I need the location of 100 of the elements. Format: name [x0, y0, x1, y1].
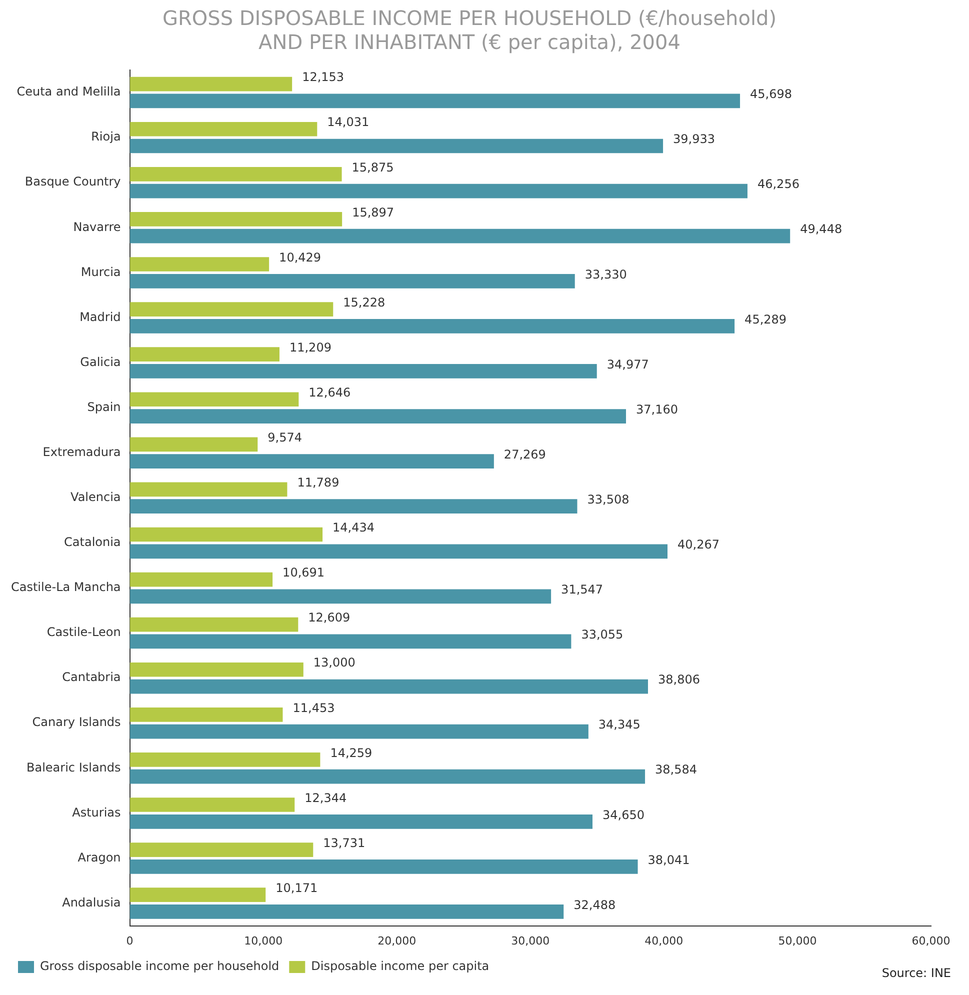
bar — [130, 454, 494, 468]
data-label: 38,806 — [658, 672, 700, 687]
bar — [130, 679, 648, 694]
y-tick-label: Navarre — [73, 220, 121, 234]
bar — [130, 409, 626, 424]
bar — [130, 904, 564, 919]
y-tick-label: Spain — [87, 400, 121, 414]
data-label: 14,434 — [332, 520, 375, 535]
data-label: 14,031 — [327, 115, 370, 130]
data-label: 33,508 — [587, 492, 630, 506]
bar — [130, 302, 334, 316]
y-tick-label: Valencia — [70, 490, 121, 504]
data-label: 34,650 — [602, 808, 644, 822]
bar — [130, 364, 597, 378]
y-tick-label: Madrid — [80, 310, 121, 324]
y-tick-label: Murcia — [80, 264, 121, 279]
data-label: 38,041 — [648, 852, 690, 867]
bar — [130, 437, 258, 452]
data-label: 12,646 — [308, 385, 351, 400]
bar — [130, 662, 304, 677]
data-label: 12,344 — [304, 790, 347, 805]
bar — [130, 138, 664, 154]
bar — [130, 798, 295, 812]
y-tick-label: Catalonia — [64, 535, 121, 550]
bar — [130, 707, 283, 722]
bar — [130, 482, 288, 497]
bar — [130, 724, 588, 739]
data-label: 45,289 — [744, 312, 787, 326]
bar — [130, 860, 638, 874]
bar — [130, 814, 592, 829]
data-label: 14,259 — [330, 746, 372, 760]
bar — [130, 392, 299, 407]
y-tick-label: Canary Islands — [32, 715, 121, 730]
x-tick-label: 30,000 — [511, 934, 550, 948]
data-label: 34,977 — [606, 357, 649, 372]
data-label: 10,429 — [279, 250, 322, 264]
data-label: 49,448 — [800, 222, 842, 236]
data-label: 10,691 — [282, 566, 325, 580]
x-tick-label: 60,000 — [912, 934, 950, 948]
text: AND PER INHABITANT (€ per capita), 2004 — [258, 30, 680, 54]
bar — [130, 122, 318, 136]
data-label: 13,731 — [323, 836, 366, 850]
data-label: 40,267 — [677, 538, 720, 552]
bar — [130, 228, 790, 244]
y-tick-label: Basque Country — [24, 174, 121, 189]
x-tick-label: 20,000 — [378, 934, 416, 948]
legend-label: Disposable income per capita — [311, 959, 490, 974]
bar — [130, 499, 578, 514]
bar — [130, 94, 740, 108]
data-label: 15,897 — [352, 205, 394, 220]
data-label: 15,228 — [343, 295, 386, 310]
data-label: 27,269 — [504, 447, 546, 462]
data-label: 10,171 — [276, 880, 318, 895]
data-label: 31,547 — [561, 582, 604, 597]
data-label: 34,345 — [598, 718, 640, 732]
data-label: 9,574 — [268, 430, 302, 445]
y-tick-label: Ceuta and Melilla — [16, 84, 121, 99]
bar — [130, 274, 575, 288]
x-tick-label: 50,000 — [778, 934, 817, 948]
data-label: 37,160 — [636, 402, 678, 416]
y-tick-label: Rioja — [91, 130, 121, 144]
bar — [130, 319, 735, 334]
y-tick-label: Asturias — [72, 805, 121, 820]
data-label: 33,330 — [584, 267, 627, 282]
source-note: Source: INE — [882, 966, 951, 980]
x-tick-label: 10,000 — [244, 934, 283, 948]
data-label: 12,153 — [302, 70, 344, 84]
data-label: 38,584 — [655, 762, 698, 777]
bar — [130, 347, 280, 362]
x-tick-label: 40,000 — [644, 934, 684, 948]
data-label: 15,875 — [352, 160, 394, 174]
bar — [130, 527, 323, 542]
y-tick-label: Andalusia — [62, 895, 121, 910]
y-tick-label: Aragon — [78, 850, 121, 864]
data-label: 39,933 — [673, 132, 716, 146]
data-label: 11,209 — [289, 340, 332, 354]
bar — [130, 76, 292, 92]
bar — [130, 617, 298, 632]
bar — [130, 184, 748, 198]
bar — [130, 544, 668, 559]
data-label: 13,000 — [313, 656, 356, 670]
bar — [130, 769, 646, 784]
y-tick-label: Cantabria — [62, 670, 121, 684]
y-tick-label: Galicia — [80, 354, 121, 369]
y-tick-label: Extremadura — [42, 444, 121, 459]
data-label: 46,256 — [757, 177, 800, 192]
data-label: 33,055 — [581, 628, 624, 642]
text: GROSS DISPOSABLE INCOME PER HOUSEHOLD (€/household) — [162, 6, 777, 30]
bar — [130, 257, 270, 272]
y-tick-label: Castile-La Mancha — [10, 580, 121, 594]
legend-label: Gross disposable income per household — [40, 959, 280, 974]
data-label: 11,789 — [297, 476, 340, 490]
data-label: 32,488 — [574, 898, 616, 912]
bar — [130, 634, 572, 649]
bar — [130, 572, 273, 587]
x-tick-label: 0 — [126, 934, 134, 948]
bar — [130, 589, 552, 604]
bar — [130, 842, 314, 857]
data-label: 12,609 — [308, 610, 350, 625]
bar — [130, 752, 320, 767]
